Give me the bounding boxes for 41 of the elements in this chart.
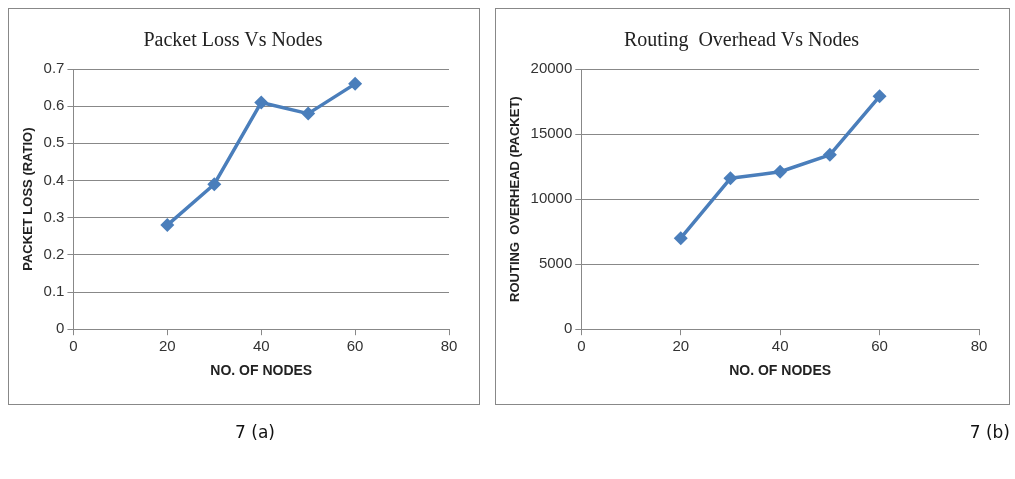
point [207,177,222,192]
point [872,89,887,104]
text: 7 (b) [969,422,1010,442]
text: 7 (a) [235,422,275,442]
chart-title: Routing Overhead Vs Nodes [623,28,860,52]
y-tick-label: 0 [563,319,573,337]
x-axis-title: NO. OF NODES [729,362,832,379]
y-tick-label: 0 [56,319,65,337]
y-tick-label: 0.2 [43,245,65,262]
x-tick-label: 40 [252,337,270,355]
y-tick-label: 0.3 [43,207,65,225]
x-tick-label: 0 [69,337,78,355]
x-tick-label: 0 [577,337,586,355]
y-tick-label: 20000 [530,59,573,77]
point [773,164,788,179]
y-tick-label: 15000 [530,124,573,142]
point [723,171,738,186]
point [348,76,363,91]
y-tick-label: 0.6 [43,96,65,114]
point [160,218,175,233]
y-tick-label: 0.5 [43,133,65,151]
x-tick-label: 40 [771,337,789,355]
y-tick-label: 5000 [538,254,573,272]
x-tick-label: 80 [970,337,988,355]
x-tick-label: 60 [871,337,888,355]
x-tick-label: 20 [159,337,176,355]
chart-title: Packet Loss Vs Nodes [143,28,323,51]
point [301,106,316,121]
y-tick-label: 10000 [530,189,573,207]
x-tick-label: 80 [440,337,458,355]
point [254,95,269,110]
point [822,147,837,162]
y-axis-title: PACKET LOSS (RATIO) [20,127,36,271]
x-axis-title: NO. OF NODES [210,362,313,379]
x-tick-label: 60 [346,337,364,355]
point [673,231,688,246]
y-tick-label: 0.7 [43,59,65,77]
y-tick-label: 0.1 [43,282,65,300]
y-axis-title: ROUTING OVERHEAD (PACKET) [507,96,523,302]
y-tick-label: 0.4 [43,170,65,188]
x-tick-label: 20 [672,337,690,355]
